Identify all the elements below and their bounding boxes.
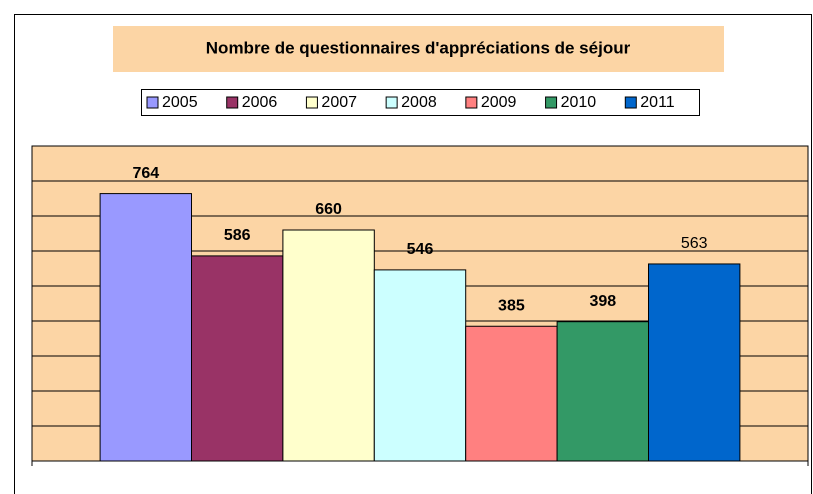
bar — [648, 263, 741, 462]
legend-label: 2011 — [640, 94, 675, 111]
legend-swatch — [146, 96, 159, 109]
legend-label: 2007 — [321, 94, 357, 111]
legend-label: 2010 — [561, 94, 597, 111]
data-label: 586 — [224, 227, 251, 244]
legend-swatch — [465, 96, 478, 109]
legend-swatch — [385, 96, 398, 109]
bar — [99, 193, 192, 462]
chart-title: Nombre de questionnaires d'appréciations… — [206, 38, 631, 57]
bar — [465, 325, 558, 462]
legend-label: 2005 — [162, 94, 198, 111]
legend-swatch — [226, 96, 239, 109]
data-label: 764 — [132, 165, 159, 182]
legend-box — [141, 89, 700, 116]
legend-label: 2008 — [401, 94, 437, 111]
legend-label: 2006 — [242, 94, 278, 111]
legend-label: 2009 — [481, 94, 517, 111]
data-label: 660 — [315, 201, 342, 218]
bar — [282, 229, 375, 462]
legend-swatch — [305, 96, 318, 109]
legend-swatch — [545, 96, 558, 109]
title-background — [113, 26, 724, 72]
data-label: 563 — [681, 235, 708, 252]
bar — [556, 321, 649, 462]
data-label: 546 — [407, 241, 434, 258]
bar — [373, 269, 467, 462]
legend-swatch — [624, 96, 637, 109]
data-label: 385 — [498, 297, 525, 314]
bar — [191, 255, 284, 462]
data-label: 398 — [589, 293, 616, 310]
